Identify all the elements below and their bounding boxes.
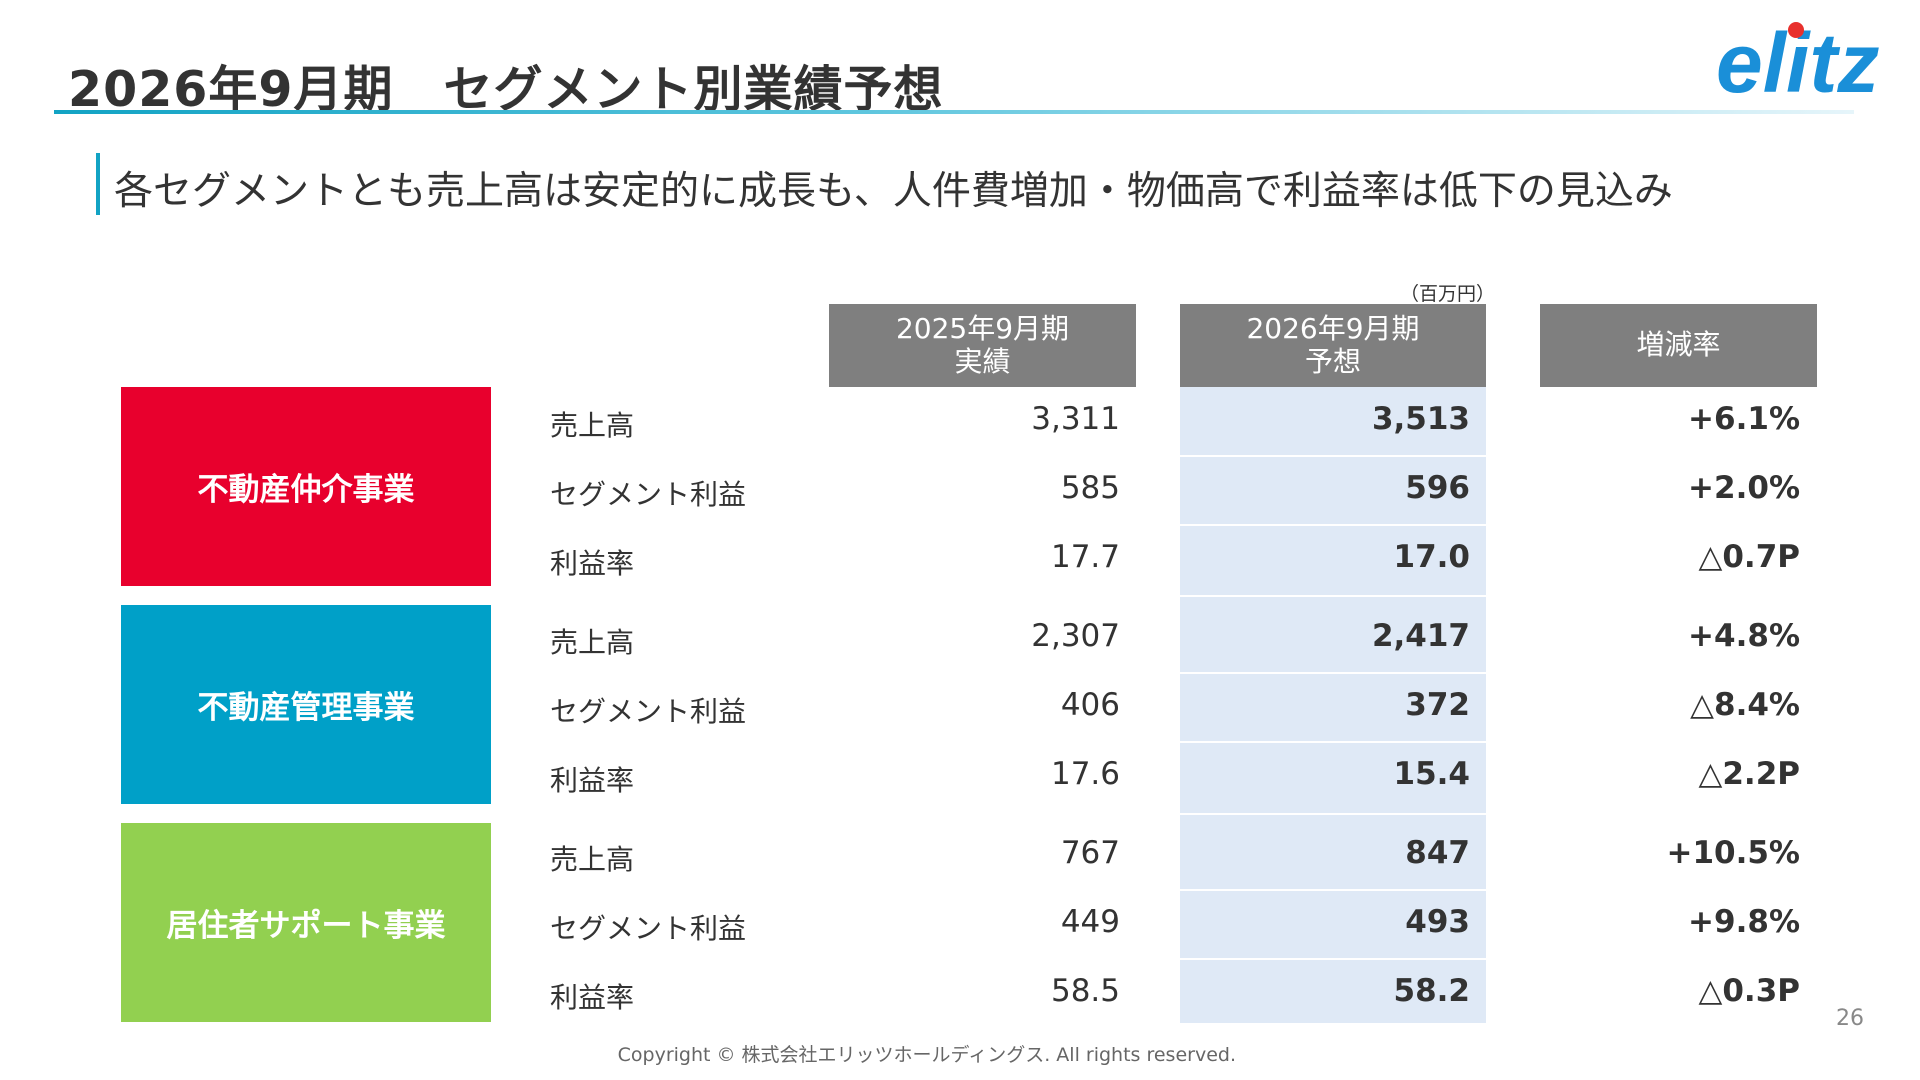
header-actual-period: 2025年9月期 bbox=[895, 312, 1070, 346]
segment-box-resident-support: 居住者サポート事業 bbox=[121, 823, 491, 1022]
change-value: +2.0% bbox=[1688, 470, 1800, 506]
page-number: 26 bbox=[1836, 1006, 1864, 1031]
header-forecast-type: 予想 bbox=[1304, 344, 1361, 378]
forecast-value: 58.2 bbox=[1393, 973, 1471, 1009]
forecast-value: 17.0 bbox=[1393, 539, 1471, 575]
segment-name: 不動産管理事業 bbox=[197, 690, 415, 726]
change-value: △0.7P bbox=[1698, 539, 1800, 575]
logo-dot bbox=[1788, 22, 1804, 38]
table-row: 利益率 58.5 58.2 △0.3P bbox=[0, 959, 1920, 1029]
table-row: 利益率 17.6 15.4 △2.2P bbox=[0, 742, 1920, 812]
row-label: セグメント利益 bbox=[550, 912, 747, 945]
actual-value: 2,307 bbox=[1031, 618, 1120, 654]
forecast-value: 15.4 bbox=[1393, 756, 1471, 792]
row-label: 売上高 bbox=[550, 626, 635, 659]
forecast-value: 596 bbox=[1405, 470, 1470, 506]
header-actual: 2025年9月期 実績 bbox=[829, 304, 1136, 387]
actual-value: 767 bbox=[1060, 835, 1120, 871]
row-divider bbox=[1180, 813, 1486, 815]
table-row: セグメント利益 406 372 △8.4% bbox=[0, 673, 1920, 743]
actual-value: 17.7 bbox=[1050, 539, 1120, 575]
segment-box-management: 不動産管理事業 bbox=[121, 605, 491, 804]
header-forecast: 2026年9月期 予想 bbox=[1180, 304, 1486, 387]
row-label: 利益率 bbox=[550, 981, 635, 1014]
subtitle-accent-bar bbox=[96, 153, 100, 215]
change-value: +6.1% bbox=[1688, 401, 1800, 437]
change-value: △8.4% bbox=[1690, 687, 1800, 723]
change-value: +4.8% bbox=[1688, 618, 1800, 654]
header-actual-type: 実績 bbox=[954, 344, 1011, 378]
forecast-value: 847 bbox=[1405, 835, 1470, 871]
elitz-logo: elitz bbox=[1716, 16, 1879, 108]
change-value: △2.2P bbox=[1698, 756, 1800, 792]
copyright-notice: Copyright © 株式会社エリッツホールディングス. All rights… bbox=[617, 1044, 1236, 1066]
table-row: セグメント利益 585 596 +2.0% bbox=[0, 456, 1920, 526]
row-label: セグメント利益 bbox=[550, 478, 747, 511]
table-row: 売上高 3,311 3,513 +6.1% bbox=[0, 387, 1920, 457]
header-change: 増減率 bbox=[1540, 304, 1817, 387]
segment-box-brokerage: 不動産仲介事業 bbox=[121, 387, 491, 586]
change-value: +9.8% bbox=[1688, 904, 1800, 940]
row-divider bbox=[1180, 455, 1486, 457]
row-label: 利益率 bbox=[550, 764, 635, 797]
change-value: +10.5% bbox=[1666, 835, 1800, 871]
actual-value: 3,311 bbox=[1031, 401, 1120, 437]
segment-name: 居住者サポート事業 bbox=[166, 908, 446, 944]
forecast-value: 2,417 bbox=[1371, 618, 1470, 654]
actual-value: 17.6 bbox=[1050, 756, 1120, 792]
title-underline bbox=[54, 110, 1854, 114]
change-value: △0.3P bbox=[1698, 973, 1800, 1009]
slide-subtitle: 各セグメントとも売上高は安定的に成長も、人件費増加・物価高で利益率は低下の見込み bbox=[114, 169, 1673, 214]
row-label: 売上高 bbox=[550, 409, 635, 442]
forecast-value: 3,513 bbox=[1371, 401, 1470, 437]
segment-name: 不動産仲介事業 bbox=[197, 472, 415, 508]
slide-title: 2026年9月期 セグメント別業績予想 bbox=[68, 61, 944, 118]
row-divider bbox=[1180, 672, 1486, 674]
header-forecast-period: 2026年9月期 bbox=[1246, 312, 1420, 346]
forecast-column-background bbox=[1180, 387, 1486, 1023]
unit-label: （百万円） bbox=[1400, 283, 1496, 305]
table-row: セグメント利益 449 493 +9.8% bbox=[0, 890, 1920, 960]
table-row: 売上高 767 847 +10.5% bbox=[0, 821, 1920, 891]
row-divider bbox=[1180, 741, 1486, 743]
row-divider bbox=[1180, 889, 1486, 891]
row-divider bbox=[1180, 595, 1486, 597]
row-label: 売上高 bbox=[550, 843, 635, 876]
row-label: 利益率 bbox=[550, 547, 635, 580]
table-row: 利益率 17.7 17.0 △0.7P bbox=[0, 525, 1920, 595]
forecast-value: 372 bbox=[1405, 687, 1470, 723]
actual-value: 449 bbox=[1060, 904, 1120, 940]
row-label: セグメント利益 bbox=[550, 695, 747, 728]
header-change-label: 増減率 bbox=[1636, 328, 1721, 362]
actual-value: 585 bbox=[1060, 470, 1120, 506]
table-row: 売上高 2,307 2,417 +4.8% bbox=[0, 604, 1920, 674]
row-divider bbox=[1180, 524, 1486, 526]
actual-value: 58.5 bbox=[1050, 973, 1120, 1009]
row-divider bbox=[1180, 958, 1486, 960]
actual-value: 406 bbox=[1060, 687, 1120, 723]
forecast-value: 493 bbox=[1405, 904, 1470, 940]
